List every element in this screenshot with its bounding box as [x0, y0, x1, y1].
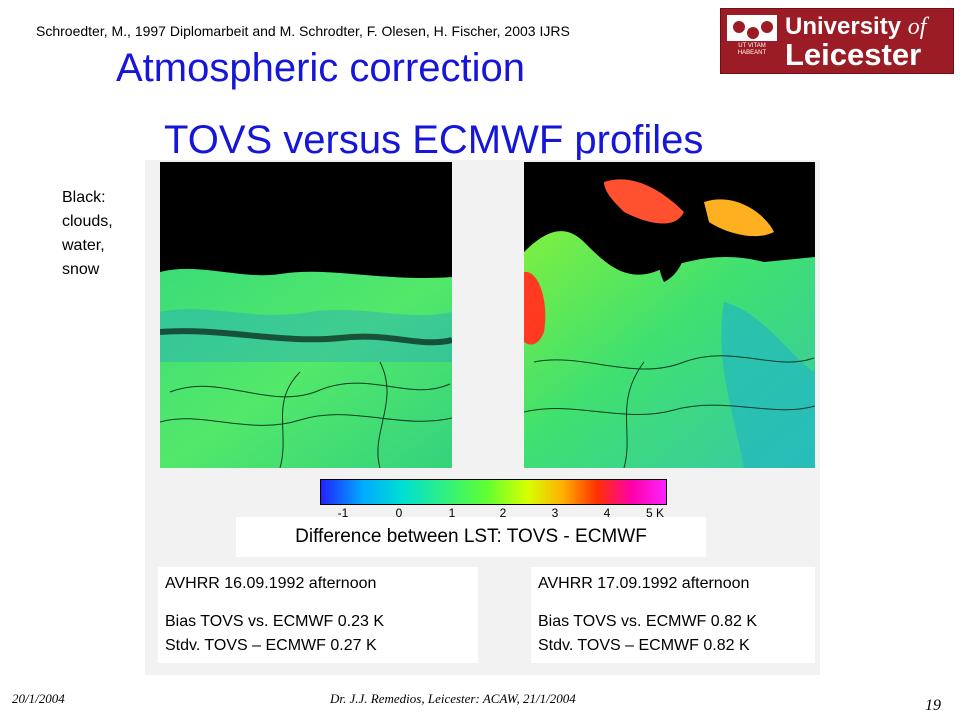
colorbar — [320, 479, 667, 505]
side-note-line: Black: — [62, 189, 106, 206]
lst-difference-map-right — [524, 162, 815, 468]
slide-title: Atmospheric correction — [116, 46, 526, 90]
stats-stdv: Stdv. TOVS – ECMWF 0.27 K — [165, 637, 377, 654]
university-logo: UT VITAM HABEANT University of Leicester — [720, 8, 954, 74]
stats-stdv: Stdv. TOVS – ECMWF 0.82 K — [538, 637, 750, 654]
side-note-line: snow — [62, 261, 100, 278]
stats-box-right: AVHRR 17.09.1992 afternoon Bias TOVS vs.… — [531, 567, 815, 663]
colorbar-tick: 3 — [551, 506, 559, 520]
logo-motto: UT VITAM HABEANT — [737, 43, 767, 56]
colorbar-tick: 2 — [499, 506, 507, 520]
colorbar-tick: 4 — [603, 506, 611, 520]
side-note: Black: clouds, water, snow — [62, 186, 113, 282]
colorbar-tick: 0 — [395, 506, 403, 520]
logo-university: University — [785, 13, 908, 40]
side-note-line: clouds, — [62, 213, 113, 230]
difference-caption: Difference between LST: TOVS - ECMWF — [236, 517, 706, 557]
stats-bias: Bias TOVS vs. ECMWF 0.23 K — [165, 613, 385, 630]
colorbar-tick: -1 — [337, 506, 349, 520]
page-number: 19 — [925, 697, 941, 714]
stats-bias: Bias TOVS vs. ECMWF 0.82 K — [538, 613, 758, 630]
citation-text: Schroedter, M., 1997 Diplomarbeit and M.… — [36, 23, 570, 39]
stats-date: AVHRR 16.09.1992 afternoon — [165, 575, 377, 592]
lst-difference-map-left — [160, 162, 452, 468]
stats-date: AVHRR 17.09.1992 afternoon — [538, 575, 750, 592]
slide-subtitle: TOVS versus ECMWF profiles — [164, 118, 704, 162]
footer-author: Dr. J.J. Remedios, Leicester: ACAW, 21/1… — [330, 691, 576, 706]
colorbar-tick: 5 K — [645, 506, 664, 520]
footer-date: 20/1/2004 — [12, 691, 65, 706]
logo-of: of — [907, 14, 927, 40]
logo-leicester: Leicester — [785, 37, 922, 72]
crest-icon: UT VITAM HABEANT — [727, 15, 777, 67]
colorbar-tick: 1 — [448, 506, 456, 520]
side-note-line: water, — [62, 237, 105, 254]
stats-box-left: AVHRR 16.09.1992 afternoon Bias TOVS vs.… — [158, 567, 478, 663]
